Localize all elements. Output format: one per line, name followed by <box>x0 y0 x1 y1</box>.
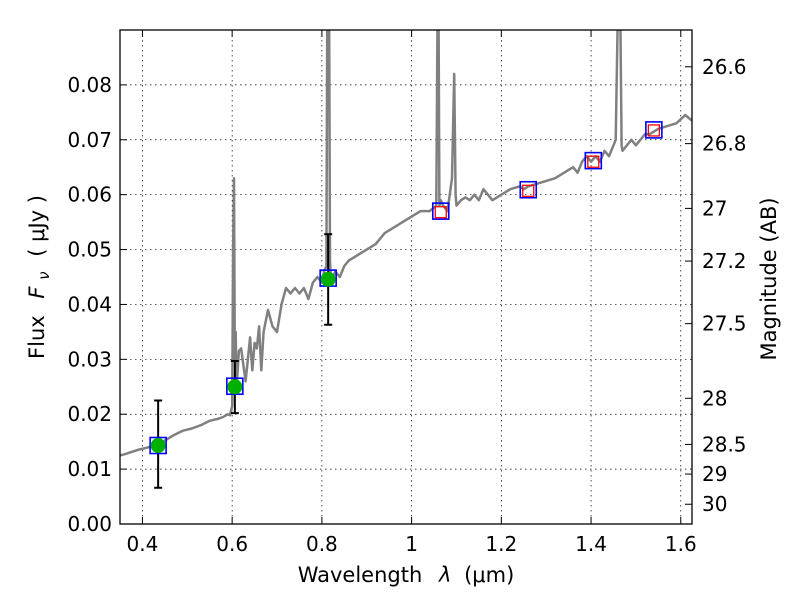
y2-axis-ticks: 26.6 26.8 27 27.2 27.5 28 28.5 29 30 <box>685 55 747 516</box>
y2-axis-title: Magnitude (AB) <box>757 197 781 360</box>
detection-point-0 <box>150 438 166 454</box>
y-tick-label-4: 0.04 <box>67 292 112 316</box>
x-tick-label-2: 0.8 <box>306 532 338 556</box>
y2-tick-label-5: 28 <box>702 386 727 410</box>
photometry-points <box>150 124 661 454</box>
detection-point-1 <box>227 379 243 395</box>
y-axis-ticks: 0.00 0.01 0.02 0.03 0.04 0.05 0.06 0.07 0.08 <box>67 73 127 536</box>
y2-tick-label-4: 27.5 <box>702 312 747 336</box>
x-tick-label-3: 1 <box>405 532 418 556</box>
y-tick-label-5: 0.05 <box>67 238 112 262</box>
y2-tick-label-2: 27 <box>702 196 727 220</box>
upper-limit-point-3 <box>647 124 661 137</box>
upper-limit-point-1 <box>522 184 535 197</box>
y-axis-title-subscript: ν <box>35 271 53 279</box>
y-tick-label-3: 0.03 <box>67 347 112 371</box>
x-tick-label-5: 1.4 <box>575 532 607 556</box>
model-box-0 <box>149 436 167 455</box>
model-box-5 <box>584 151 603 170</box>
x-axis-title: Wavelength λ (μm) <box>298 563 515 587</box>
y-tick-label-7: 0.07 <box>67 128 112 152</box>
x-tick-label-1: 0.6 <box>216 532 248 556</box>
upper-limit-point-0 <box>434 206 447 219</box>
y2-tick-label-1: 26.8 <box>702 132 747 156</box>
x-tick-label-0: 0.4 <box>127 532 159 556</box>
y-axis-title-symbol: F <box>25 286 49 299</box>
y-tick-label-8: 0.08 <box>67 73 112 97</box>
y-axis-title-unit: ( μJy ) <box>25 195 49 257</box>
y2-tick-label-3: 27.2 <box>702 249 747 273</box>
y2-tick-label-6: 28.5 <box>702 432 747 456</box>
y2-tick-label-7: 29 <box>702 462 727 486</box>
y-axis-title-prefix: Flux <box>25 315 49 359</box>
model-box-6 <box>645 121 663 139</box>
y-tick-label-6: 0.06 <box>67 183 112 207</box>
x-axis-title-unit: (μm) <box>464 563 514 587</box>
y-axis-title: Flux F ν ( μJy ) <box>25 195 54 359</box>
plot-frame <box>119 29 693 525</box>
model-box-4 <box>519 180 538 199</box>
x-axis-ticks: 0.4 0.6 0.8 1 1.2 1.4 1.6 <box>127 30 697 556</box>
y2-tick-label-0: 26.6 <box>702 55 747 79</box>
upper-limit-point-2 <box>587 155 600 168</box>
x-axis-title-symbol: λ <box>438 563 451 587</box>
model-box-3 <box>431 202 450 220</box>
y-tick-label-0: 0.00 <box>67 512 112 536</box>
y-tick-label-2: 0.02 <box>67 402 112 426</box>
y-tick-label-1: 0.01 <box>67 457 112 481</box>
x-axis-title-prefix: Wavelength <box>298 563 423 587</box>
x-tick-label-6: 1.6 <box>665 532 697 556</box>
y2-tick-label-8: 30 <box>702 492 727 516</box>
x-tick-label-4: 1.2 <box>485 532 517 556</box>
detection-point-2 <box>320 271 336 287</box>
